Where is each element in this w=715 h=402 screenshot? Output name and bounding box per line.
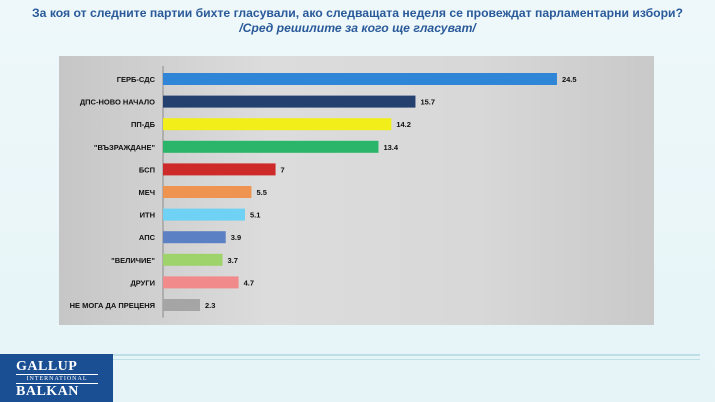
- category-label: ИТН: [140, 211, 155, 220]
- value-label: 7: [281, 165, 285, 174]
- logo-word-balkan: BALKAN: [16, 384, 79, 399]
- bar: [163, 163, 276, 176]
- bar: [163, 118, 392, 131]
- value-label: 3.9: [231, 233, 241, 242]
- category-label: БСП: [139, 165, 155, 174]
- category-label: ПП-ДБ: [131, 120, 156, 129]
- value-label: 15.7: [420, 98, 435, 107]
- bar: [163, 276, 239, 289]
- value-label: 14.2: [396, 120, 411, 129]
- bar-chart: ГЕРБ-СДС 24.5 ДПС-НОВО НАЧАЛО 15.7 ПП-ДБ 14.2…: [70, 66, 577, 318]
- bar: [163, 208, 246, 221]
- category-label: МЕЧ: [138, 188, 155, 197]
- value-label: 5.5: [256, 188, 266, 197]
- bar: [163, 253, 223, 266]
- bar: [163, 299, 200, 311]
- category-label: ГЕРБ-СДС: [117, 75, 156, 84]
- category-label: "ВЪЗРАЖДАНЕ": [94, 143, 156, 152]
- logo-word-international: INTERNATIONAL: [16, 374, 98, 384]
- bar: [163, 140, 379, 153]
- bar: [163, 73, 557, 85]
- chart-panel: ГЕРБ-СДС 24.5 ДПС-НОВО НАЧАЛО 15.7 ПП-ДБ 14.2…: [59, 56, 654, 325]
- title-question: За коя от следните партии бихте гласувал…: [32, 6, 683, 20]
- gallup-logo: GALLUP INTERNATIONAL BALKAN: [0, 354, 113, 402]
- chart-title: За коя от следните партии бихте гласувал…: [0, 6, 715, 36]
- category-label: ДРУГИ: [130, 278, 155, 287]
- category-label: НЕ МОГА ДА ПРЕЦЕНЯ: [70, 301, 155, 310]
- title-subtitle: /Сред решилите за кого ще гласуват/: [239, 21, 476, 35]
- value-label: 4.7: [244, 278, 254, 287]
- value-label: 24.5: [562, 75, 577, 84]
- value-label: 5.1: [250, 211, 260, 220]
- category-label: ДПС-НОВО НАЧАЛО: [80, 98, 155, 107]
- category-label: "ВЕЛИЧИЕ": [111, 256, 155, 265]
- footer-rule-thin: [113, 359, 700, 360]
- category-label: АПС: [139, 233, 156, 242]
- value-label: 3.7: [227, 256, 237, 265]
- value-label: 13.4: [383, 143, 398, 152]
- bar: [163, 186, 252, 198]
- bar: [163, 231, 226, 244]
- value-label: 2.3: [205, 301, 215, 310]
- logo-word-gallup: GALLUP: [16, 359, 78, 374]
- footer-rule: [113, 354, 700, 356]
- bar: [163, 95, 416, 108]
